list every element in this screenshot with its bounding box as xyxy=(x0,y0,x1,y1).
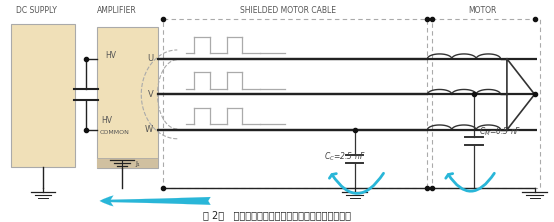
Text: V: V xyxy=(148,90,153,99)
Text: J₁: J₁ xyxy=(136,161,141,167)
Text: HV: HV xyxy=(101,117,112,125)
Text: AMPLIFIER: AMPLIFIER xyxy=(96,6,136,15)
FancyBboxPatch shape xyxy=(97,27,158,168)
Text: SHIELDED MOTOR CABLE: SHIELDED MOTOR CABLE xyxy=(240,6,336,15)
Text: U: U xyxy=(147,54,153,63)
Text: COMMON: COMMON xyxy=(99,130,129,135)
Text: $C_M$=0.5 nF: $C_M$=0.5 nF xyxy=(479,126,522,138)
FancyBboxPatch shape xyxy=(97,158,158,168)
Text: W: W xyxy=(145,125,153,134)
Text: MOTOR: MOTOR xyxy=(468,6,496,15)
Text: 图 2，   将驱动电缆屏蔽可使噪声电流安全分流入地。: 图 2， 将驱动电缆屏蔽可使噪声电流安全分流入地。 xyxy=(203,210,351,220)
Text: HV: HV xyxy=(105,51,116,60)
FancyBboxPatch shape xyxy=(11,24,75,166)
Text: DC SUPPLY: DC SUPPLY xyxy=(16,6,57,15)
Text: $C_C$=2.5 nF: $C_C$=2.5 nF xyxy=(324,150,366,163)
